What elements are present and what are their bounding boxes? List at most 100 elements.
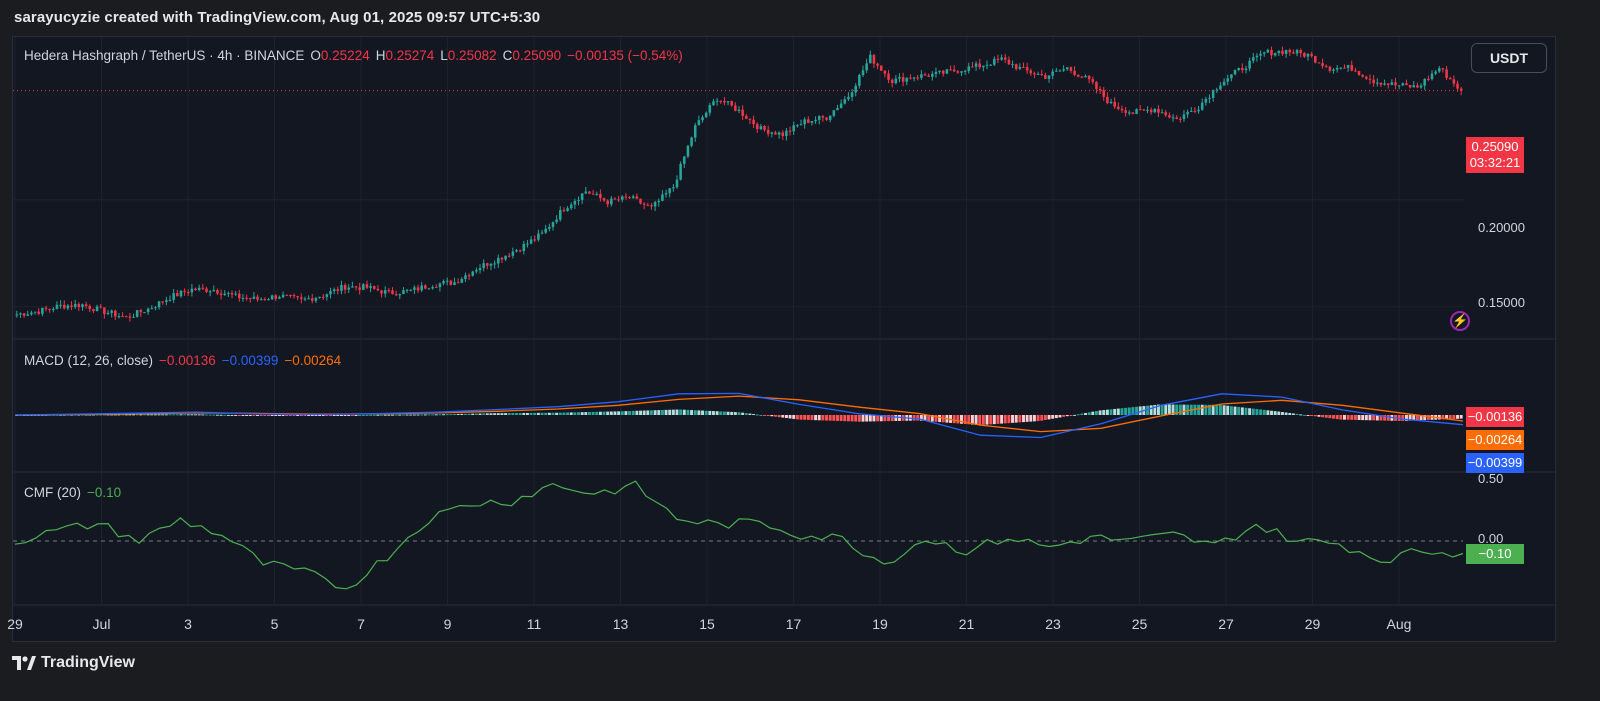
- candle-body: [475, 270, 478, 272]
- candle-body: [1423, 78, 1426, 86]
- candle-body: [1397, 85, 1401, 87]
- candle-body: [44, 307, 48, 309]
- macd-histogram-bar: [1302, 414, 1306, 416]
- candle-body: [223, 293, 226, 295]
- macd-histogram-bar: [566, 412, 570, 415]
- macd-histogram-bar: [314, 415, 318, 416]
- candle-body: [1127, 112, 1131, 114]
- candle-body: [369, 286, 372, 288]
- macd-histogram-bar: [1080, 413, 1084, 415]
- candle-body: [675, 179, 679, 188]
- lightning-icon[interactable]: ⚡: [1450, 311, 1470, 331]
- candle-body: [394, 294, 398, 296]
- candle-body: [759, 126, 763, 130]
- macd-histogram-bar: [810, 415, 814, 421]
- macd-histogram-bar: [584, 412, 588, 415]
- macd-histogram-bar: [493, 413, 497, 415]
- macd-histogram-bar: [157, 414, 161, 416]
- candle-body: [803, 119, 806, 125]
- macd-histogram-bar: [650, 410, 653, 415]
- time-axis-label: 3: [184, 616, 192, 632]
- candle-body: [1175, 117, 1178, 119]
- candle-body: [927, 75, 930, 77]
- candle-body: [135, 310, 139, 317]
- candle-body: [179, 290, 183, 297]
- candle-body: [515, 250, 518, 252]
- candle-body: [901, 77, 905, 82]
- candle-body: [1241, 68, 1244, 71]
- candle-body: [504, 255, 507, 260]
- macd-histogram-bar: [1018, 415, 1022, 423]
- candle-body: [354, 286, 358, 288]
- candle-body: [486, 263, 489, 266]
- candle-body: [755, 124, 759, 130]
- macd-histogram-bar: [1237, 406, 1241, 415]
- time-axis-label: 9: [443, 616, 452, 632]
- macd-histogram-bar: [821, 415, 825, 421]
- candle-body: [81, 304, 84, 308]
- macd-histogram-bar: [1105, 409, 1109, 415]
- candle-body: [723, 100, 726, 103]
- candle-body: [672, 187, 675, 189]
- macd-histogram-bar: [1288, 412, 1292, 415]
- cmf-axis-tick: 0.50: [1478, 471, 1504, 486]
- macd-histogram-bar: [1164, 404, 1168, 415]
- candle-body: [646, 204, 650, 206]
- macd-histogram-bar: [1306, 415, 1310, 416]
- candle-body: [1441, 68, 1445, 70]
- macd-histogram-bar: [99, 414, 103, 416]
- macd-histogram-bar: [336, 415, 340, 416]
- candle-body: [1146, 109, 1149, 111]
- macd-histogram-bar: [453, 413, 456, 415]
- macd-histogram-bar: [442, 414, 446, 416]
- candle-body: [686, 145, 690, 157]
- candle-body: [708, 105, 712, 113]
- tradingview-logo[interactable]: TradingView: [12, 654, 135, 672]
- main-legend: Hedera Hashgraph / TetherUS · 4h · BINAN…: [24, 48, 683, 63]
- candle-body: [518, 250, 522, 252]
- candle-body: [84, 304, 88, 306]
- candle-body: [887, 73, 890, 80]
- macd-histogram-bar: [329, 415, 332, 416]
- candle-body: [1160, 112, 1164, 114]
- macd-histogram-bar: [1372, 415, 1376, 421]
- candle-body: [774, 132, 777, 135]
- macd-histogram-bar: [529, 412, 533, 415]
- candle-body: [1153, 108, 1157, 113]
- candle-body: [52, 308, 55, 310]
- candle-body: [712, 101, 715, 106]
- macd-histogram-bar: [139, 414, 143, 416]
- currency-button[interactable]: USDT: [1471, 43, 1547, 73]
- candle-body: [383, 290, 387, 294]
- candle-body: [92, 309, 95, 312]
- candle-body: [1365, 76, 1368, 79]
- chart-frame[interactable]: Hedera Hashgraph / TetherUS · 4h · BINAN…: [7, 36, 1556, 642]
- macd-histogram-bar: [1357, 415, 1361, 421]
- candle-body: [365, 284, 369, 288]
- macd-histogram-bar: [675, 409, 679, 415]
- macd-title[interactable]: MACD (12, 26, close): [24, 353, 154, 368]
- macd-histogram-bar: [956, 415, 960, 424]
- candle-body: [821, 116, 825, 118]
- macd-histogram-bar: [992, 415, 996, 425]
- symbol-title[interactable]: Hedera Hashgraph / TetherUS · 4h · BINAN…: [24, 48, 305, 63]
- candle-body: [165, 300, 168, 303]
- candle-body: [668, 188, 671, 194]
- cmf-title[interactable]: CMF (20): [24, 485, 81, 500]
- candle-body: [205, 288, 208, 292]
- candle-body: [741, 109, 744, 116]
- low-value: 0.25082: [447, 48, 497, 63]
- candle-body: [639, 198, 642, 204]
- candle-body: [1303, 53, 1306, 57]
- candle-body: [792, 125, 795, 132]
- candle-body: [1036, 73, 1040, 75]
- candle-body: [1011, 64, 1014, 66]
- candle-body: [1270, 49, 1273, 56]
- macd-histogram-bar: [1047, 415, 1051, 420]
- macd-histogram-bar: [412, 414, 416, 416]
- candle-body: [248, 297, 252, 299]
- candle-body: [555, 219, 558, 223]
- chart-canvas[interactable]: [13, 37, 1555, 641]
- candle-body: [1117, 106, 1120, 109]
- candle-body: [985, 64, 989, 66]
